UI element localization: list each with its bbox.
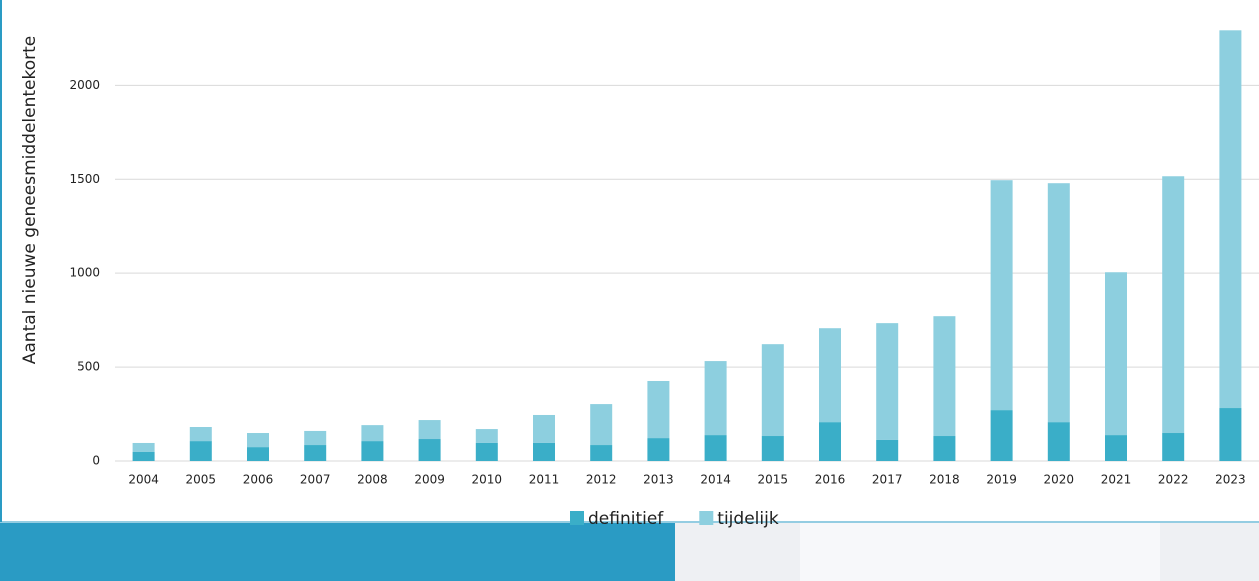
bar xyxy=(647,380,670,439)
x-tick-label: 2008 xyxy=(357,473,388,487)
bar xyxy=(418,439,441,461)
x-tick-label: 2018 xyxy=(929,473,960,487)
x-tick-label: 2004 xyxy=(128,473,159,487)
x-tick-label: 2020 xyxy=(1044,473,1075,487)
x-tick-label: 2011 xyxy=(529,473,560,487)
bar xyxy=(1162,176,1185,434)
bar xyxy=(361,425,384,442)
y-axis-label: Aantal nieuwe geneesmiddelentekorte xyxy=(20,36,40,365)
bar xyxy=(590,404,613,446)
bar xyxy=(590,445,613,461)
y-tick-label: 1500 xyxy=(69,172,100,186)
panel xyxy=(0,0,1259,522)
x-tick-label: 2005 xyxy=(186,473,217,487)
y-tick-label: 2000 xyxy=(69,78,100,92)
bar xyxy=(189,427,212,442)
bar xyxy=(704,435,727,461)
x-tick-label: 2009 xyxy=(414,473,445,487)
legend-label: definitief xyxy=(588,509,664,529)
bar xyxy=(247,433,269,448)
bar xyxy=(418,420,441,440)
bar xyxy=(876,439,899,461)
bar xyxy=(647,438,670,461)
y-tick-label: 0 xyxy=(92,454,100,468)
bar xyxy=(1105,272,1127,436)
x-tick-label: 2010 xyxy=(472,473,503,487)
x-tick-label: 2014 xyxy=(700,473,731,487)
x-tick-label: 2015 xyxy=(758,473,789,487)
legend-label: tijdelijk xyxy=(717,509,779,529)
x-tick-label: 2007 xyxy=(300,473,331,487)
x-tick-label: 2016 xyxy=(815,473,846,487)
bar xyxy=(761,344,784,437)
bar xyxy=(704,361,727,436)
banner xyxy=(0,523,675,581)
bar xyxy=(304,430,327,446)
bar xyxy=(189,441,212,461)
bar xyxy=(1162,433,1185,461)
x-tick-label: 2021 xyxy=(1101,473,1132,487)
x-tick-label: 2013 xyxy=(643,473,674,487)
bar xyxy=(990,180,1013,411)
bar xyxy=(475,442,498,461)
bar xyxy=(475,429,498,443)
legend-swatch xyxy=(699,511,714,525)
bar xyxy=(132,451,155,461)
bar xyxy=(304,445,327,461)
bar xyxy=(132,442,155,452)
x-tick-label: 2006 xyxy=(243,473,274,487)
bar xyxy=(933,316,956,437)
bar xyxy=(819,422,841,461)
bar xyxy=(361,441,384,461)
photo-detail xyxy=(800,523,1160,581)
bar xyxy=(247,447,269,461)
x-tick-label: 2023 xyxy=(1215,473,1246,487)
bar xyxy=(533,442,555,461)
bar xyxy=(761,436,784,461)
legend-swatch xyxy=(570,511,584,525)
x-tick-label: 2022 xyxy=(1158,473,1189,487)
y-tick-label: 1000 xyxy=(69,266,100,280)
x-tick-label: 2012 xyxy=(586,473,617,487)
bar xyxy=(933,436,956,461)
x-tick-label: 2019 xyxy=(986,473,1017,487)
bar xyxy=(1219,30,1242,409)
bar xyxy=(533,414,555,443)
bar xyxy=(1047,422,1070,461)
bar xyxy=(990,410,1013,461)
bar xyxy=(1219,408,1242,461)
y-tick-label: 500 xyxy=(77,360,100,374)
bar xyxy=(1047,183,1070,423)
x-tick-label: 2017 xyxy=(872,473,903,487)
bar xyxy=(819,328,841,423)
bar xyxy=(1105,435,1127,461)
bar xyxy=(876,323,899,440)
